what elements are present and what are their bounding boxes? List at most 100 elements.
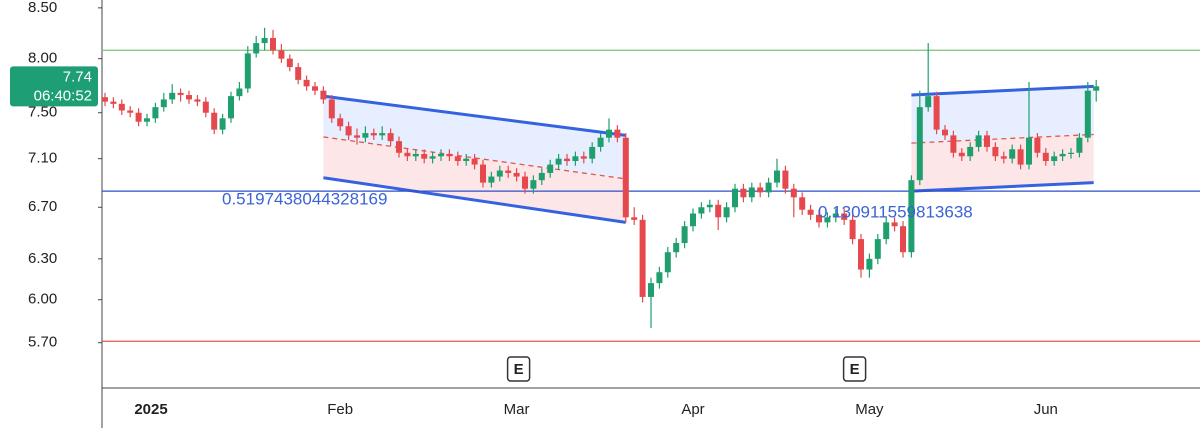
- candle-body: [866, 258, 873, 270]
- candle-body: [236, 88, 243, 97]
- candle-body: [975, 135, 982, 147]
- y-tick-label: 6.30: [28, 250, 57, 267]
- candle-body: [1009, 149, 1016, 159]
- candle-body: [1017, 149, 1024, 165]
- candle-body: [244, 53, 251, 89]
- candle-body: [748, 187, 755, 198]
- candle-body: [799, 197, 806, 210]
- candle-body: [690, 213, 696, 227]
- candle-body: [606, 129, 612, 138]
- x-tick-label: Mar: [504, 401, 530, 418]
- candle-body: [639, 219, 646, 297]
- candle-body: [992, 146, 999, 157]
- candle-body: [454, 156, 461, 162]
- candle-body: [345, 126, 352, 136]
- candle-body: [169, 92, 176, 100]
- candle-body: [303, 79, 310, 87]
- candle-body: [1076, 137, 1083, 153]
- x-tick-label: 2025: [134, 401, 167, 418]
- channel-lower: [911, 181, 1094, 193]
- candle-body: [488, 176, 495, 183]
- candle-body: [547, 164, 554, 173]
- candle-body: [715, 204, 722, 218]
- candle-body: [480, 164, 486, 183]
- y-tick-label: 8.50: [28, 0, 57, 16]
- candle-body: [631, 217, 638, 220]
- channel-label: 0.130911559813638: [818, 202, 973, 221]
- channel-upper: [911, 84, 1094, 97]
- candle-body: [211, 112, 218, 130]
- candle-body: [387, 133, 394, 142]
- candle-body: [194, 99, 201, 102]
- candle-body: [681, 226, 688, 244]
- y-tick-label: 5.70: [28, 334, 57, 351]
- y-tick-label: 6.00: [28, 291, 57, 308]
- candle-body: [270, 37, 276, 51]
- candle-body: [278, 50, 285, 59]
- candle-body: [412, 153, 419, 157]
- y-tick-label: 7.10: [28, 150, 57, 167]
- candle-body: [849, 219, 856, 240]
- channel-lower: [323, 176, 627, 224]
- candle-body: [396, 141, 402, 153]
- candle-body: [328, 99, 335, 119]
- candle-body: [858, 239, 864, 270]
- y-tick-label: 8.00: [28, 50, 57, 67]
- candle-body: [597, 137, 604, 147]
- candle-body: [1000, 156, 1007, 159]
- candle-body: [874, 239, 881, 259]
- candle-body: [614, 129, 621, 138]
- candle-body: [1026, 137, 1032, 165]
- candle-body: [1034, 137, 1041, 153]
- candle-body: [463, 158, 470, 162]
- candle-body: [816, 214, 822, 223]
- candle-body: [177, 92, 184, 96]
- candle-body: [1059, 153, 1066, 157]
- candle-body: [1093, 86, 1100, 91]
- candle-body: [589, 146, 596, 159]
- channel-upper: [323, 94, 626, 137]
- candle-body: [740, 188, 747, 198]
- candle-body: [732, 188, 738, 208]
- candle-body: [144, 118, 150, 122]
- candle-body: [656, 272, 663, 284]
- price-value: 7.74: [63, 68, 92, 85]
- candle-body: [202, 101, 209, 113]
- candle-body: [354, 135, 360, 138]
- candle-body: [337, 118, 344, 127]
- candle-body: [496, 170, 503, 177]
- candle-body: [522, 176, 528, 189]
- channel-label: 0.5197438044328169: [222, 189, 387, 208]
- candle-body: [320, 90, 327, 100]
- candle-body: [312, 86, 318, 91]
- candle-body: [765, 182, 772, 193]
- candle-body: [429, 156, 436, 159]
- candle-body: [102, 97, 108, 102]
- candle-body: [723, 207, 730, 218]
- candle-body: [1042, 152, 1049, 162]
- candle-body: [1068, 152, 1074, 154]
- y-tick-label: 6.70: [28, 198, 57, 215]
- candle-body: [421, 153, 428, 159]
- candle-body: [261, 37, 268, 44]
- candle-body: [219, 118, 226, 130]
- candle-body: [118, 103, 125, 111]
- candle-body: [379, 133, 386, 136]
- event-label: E: [514, 361, 524, 378]
- candle-body: [841, 213, 848, 220]
- x-tick-label: Feb: [327, 401, 353, 418]
- candle-body: [782, 170, 789, 189]
- candle-body: [942, 129, 948, 136]
- candle-body: [916, 107, 923, 181]
- candle-body: [900, 226, 906, 253]
- candle-body: [152, 107, 159, 119]
- candle-body: [530, 180, 537, 189]
- candle-body: [757, 187, 764, 193]
- candle-body: [664, 252, 671, 273]
- candle-body: [673, 243, 680, 253]
- event-label: E: [850, 361, 860, 378]
- candle-body: [1084, 90, 1091, 138]
- candle-body: [286, 58, 293, 68]
- candle-body: [513, 172, 520, 177]
- candle-body: [958, 152, 965, 157]
